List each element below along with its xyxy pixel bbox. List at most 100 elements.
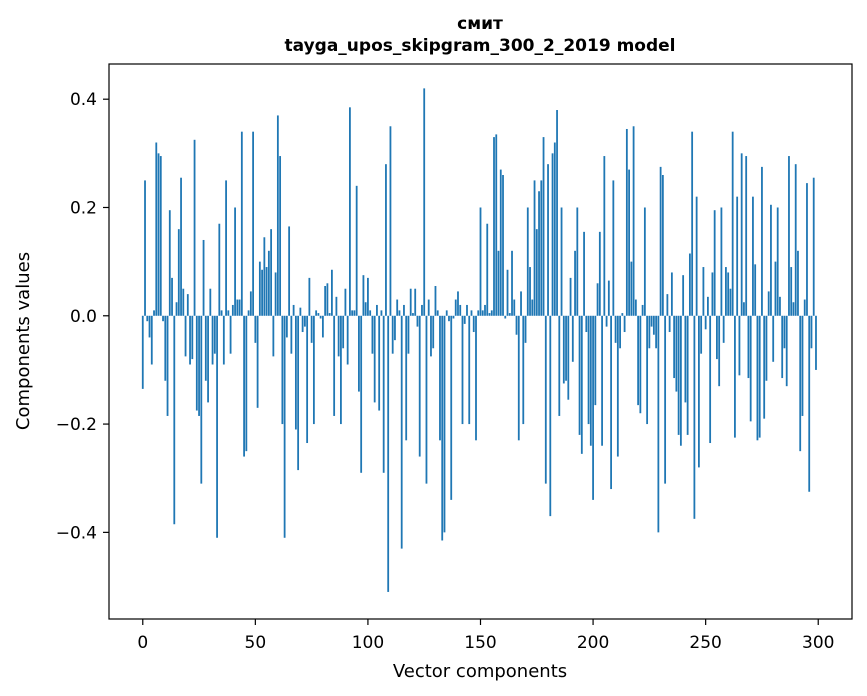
bar-component-90 (344, 288, 347, 316)
bar-component-273 (756, 315, 759, 441)
bar-component-173 (531, 299, 534, 316)
bar-component-25 (198, 315, 200, 416)
y-tick-label: −0.2 (56, 415, 97, 435)
bar-component-178 (542, 137, 545, 316)
bar-component-7 (157, 153, 160, 316)
bar-component-193 (576, 207, 579, 316)
bar-component-204 (601, 315, 603, 446)
bar-component-248 (700, 315, 703, 354)
bar-component-274 (758, 315, 761, 438)
bar-component-238 (677, 315, 680, 435)
bar-component-113 (396, 299, 399, 316)
bar-component-59 (274, 272, 277, 316)
bar-component-215 (625, 128, 628, 316)
bar-component-79 (319, 315, 322, 319)
bar-component-194 (578, 315, 581, 435)
bar-component-131 (436, 310, 439, 316)
bar-component-205 (603, 156, 606, 316)
bar-component-32 (213, 315, 216, 354)
bar-component-181 (549, 315, 552, 517)
bar-component-235 (670, 272, 673, 316)
bar-component-122 (416, 315, 419, 327)
bar-component-80 (321, 315, 324, 338)
bar-component-289 (792, 302, 795, 316)
bar-component-244 (691, 131, 694, 316)
bar-component-177 (540, 180, 543, 316)
bar-component-100 (367, 277, 369, 316)
bar-component-169 (522, 315, 525, 425)
bar-component-114 (398, 310, 401, 316)
bar-component-68 (294, 315, 297, 430)
bar-component-70 (299, 307, 302, 316)
bar-component-295 (806, 183, 808, 316)
bar-component-198 (587, 315, 590, 425)
bar-component-97 (360, 315, 363, 473)
bar-component-53 (261, 269, 263, 316)
bar-component-231 (661, 175, 664, 316)
bar-component-84 (331, 269, 333, 316)
bar-component-126 (425, 315, 428, 484)
bar-component-83 (328, 313, 331, 316)
bar-component-275 (761, 166, 763, 316)
bar-component-129 (432, 315, 435, 349)
bar-component-4 (150, 315, 153, 365)
bar-component-223 (643, 207, 646, 316)
bar-component-284 (781, 315, 784, 379)
bar-component-112 (394, 315, 396, 341)
bar-component-101 (369, 310, 372, 316)
bar-component-16 (177, 229, 180, 316)
bar-component-3 (148, 315, 151, 338)
bar-component-225 (648, 315, 651, 349)
bar-component-251 (707, 296, 709, 316)
bar-component-276 (763, 315, 766, 419)
bar-component-139 (454, 299, 457, 316)
bar-component-130 (434, 286, 437, 316)
bar-component-140 (457, 291, 459, 316)
bar-component-170 (524, 315, 527, 343)
bar-component-47 (247, 310, 250, 316)
bar-component-60 (276, 115, 279, 316)
bar-component-94 (353, 310, 356, 316)
bar-component-252 (709, 315, 712, 444)
bar-component-77 (315, 310, 318, 316)
bar-component-188 (565, 315, 567, 381)
bar-component-111 (391, 315, 394, 354)
bar-component-184 (556, 110, 558, 316)
bar-component-209 (612, 180, 615, 316)
bar-component-253 (711, 272, 714, 316)
bar-component-202 (596, 283, 599, 316)
bar-component-288 (790, 267, 793, 316)
bar-component-120 (412, 313, 414, 316)
bar-component-46 (245, 315, 248, 452)
bar-component-230 (659, 166, 662, 316)
bar-component-82 (326, 283, 329, 316)
bar-component-160 (502, 175, 504, 316)
bar-component-67 (292, 304, 295, 316)
bar-component-36 (222, 315, 225, 365)
x-tick-label: 200 (577, 633, 609, 653)
bar-component-163 (508, 313, 511, 316)
bar-component-227 (652, 315, 655, 335)
bar-component-201 (594, 315, 597, 406)
bar-component-44 (240, 131, 243, 316)
bar-component-228 (655, 315, 658, 349)
bar-component-291 (797, 250, 799, 316)
bar-component-137 (450, 315, 453, 500)
bar-component-243 (688, 253, 691, 316)
bar-component-143 (463, 315, 466, 324)
bar-component-219 (634, 299, 637, 316)
bar-component-147 (472, 315, 475, 333)
bar-component-190 (569, 277, 572, 316)
bar-component-78 (317, 313, 320, 316)
bar-component-197 (585, 315, 588, 333)
bar-component-103 (373, 315, 376, 403)
bar-component-296 (808, 315, 811, 492)
bar-component-192 (574, 250, 576, 316)
bar-component-23 (193, 139, 196, 316)
bar-component-121 (414, 288, 417, 316)
bar-component-27 (202, 239, 205, 316)
bar-component-281 (774, 261, 777, 316)
bar-component-20 (186, 294, 189, 316)
bar-component-71 (301, 315, 304, 333)
bar-component-37 (225, 180, 227, 316)
